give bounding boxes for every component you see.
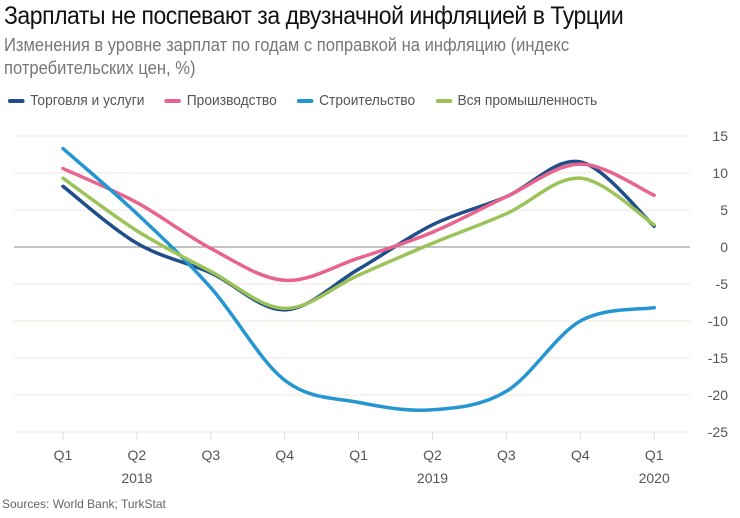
y-tick-label: -25 (708, 424, 728, 440)
legend-item: Торговля и услуги (8, 92, 144, 109)
legend-label: Торговля и услуги (30, 92, 145, 109)
legend: Торговля и услуги Производство Строительст… (8, 92, 617, 109)
chart-title: Зарплаты не поспевают за двузначной инфл… (4, 2, 624, 30)
x-tick-label: Q2 (128, 447, 147, 463)
series-line (61, 159, 656, 312)
y-tick-label: -5 (716, 276, 729, 292)
legend-swatch (435, 98, 452, 103)
legend-label: Производство (186, 92, 277, 109)
x-tick-label: Q1 (349, 447, 368, 463)
y-tick-label: -15 (708, 350, 728, 366)
source-note: Sources: World Bank; TurkStat (2, 497, 166, 511)
y-tick-label: 5 (720, 202, 728, 218)
series-line (61, 146, 656, 412)
year-label: 2019 (417, 470, 448, 486)
legend-label: Вся промышленность (457, 92, 598, 109)
y-tick-label: 15 (712, 128, 728, 144)
legend-swatch (8, 98, 25, 103)
x-tick-label: Q3 (201, 447, 220, 463)
y-tick-label: -10 (708, 313, 728, 329)
legend-swatch (164, 98, 182, 103)
x-tick-label: Q1 (54, 447, 73, 463)
x-tick-label: Q3 (497, 447, 516, 463)
legend-item: Строительство (296, 92, 416, 109)
y-tick-label: -20 (708, 387, 728, 403)
year-label: 2020 (639, 470, 670, 486)
x-tick-label: Q1 (645, 447, 664, 463)
chart-subtitle: Изменения в уровне зарплат по годам с по… (4, 35, 570, 78)
legend-item: Вся промышленность (435, 92, 597, 109)
legend-label: Строительство (319, 92, 416, 109)
series-line (61, 176, 656, 311)
x-tick-label: Q4 (571, 447, 590, 463)
x-tick-label: Q4 (275, 447, 294, 463)
x-tick-label: Q2 (423, 447, 442, 463)
year-label: 2018 (121, 470, 152, 486)
y-tick-label: 10 (712, 165, 728, 181)
y-tick-label: 0 (720, 239, 728, 255)
legend-swatch (296, 98, 314, 103)
legend-item: Производство (164, 92, 277, 109)
